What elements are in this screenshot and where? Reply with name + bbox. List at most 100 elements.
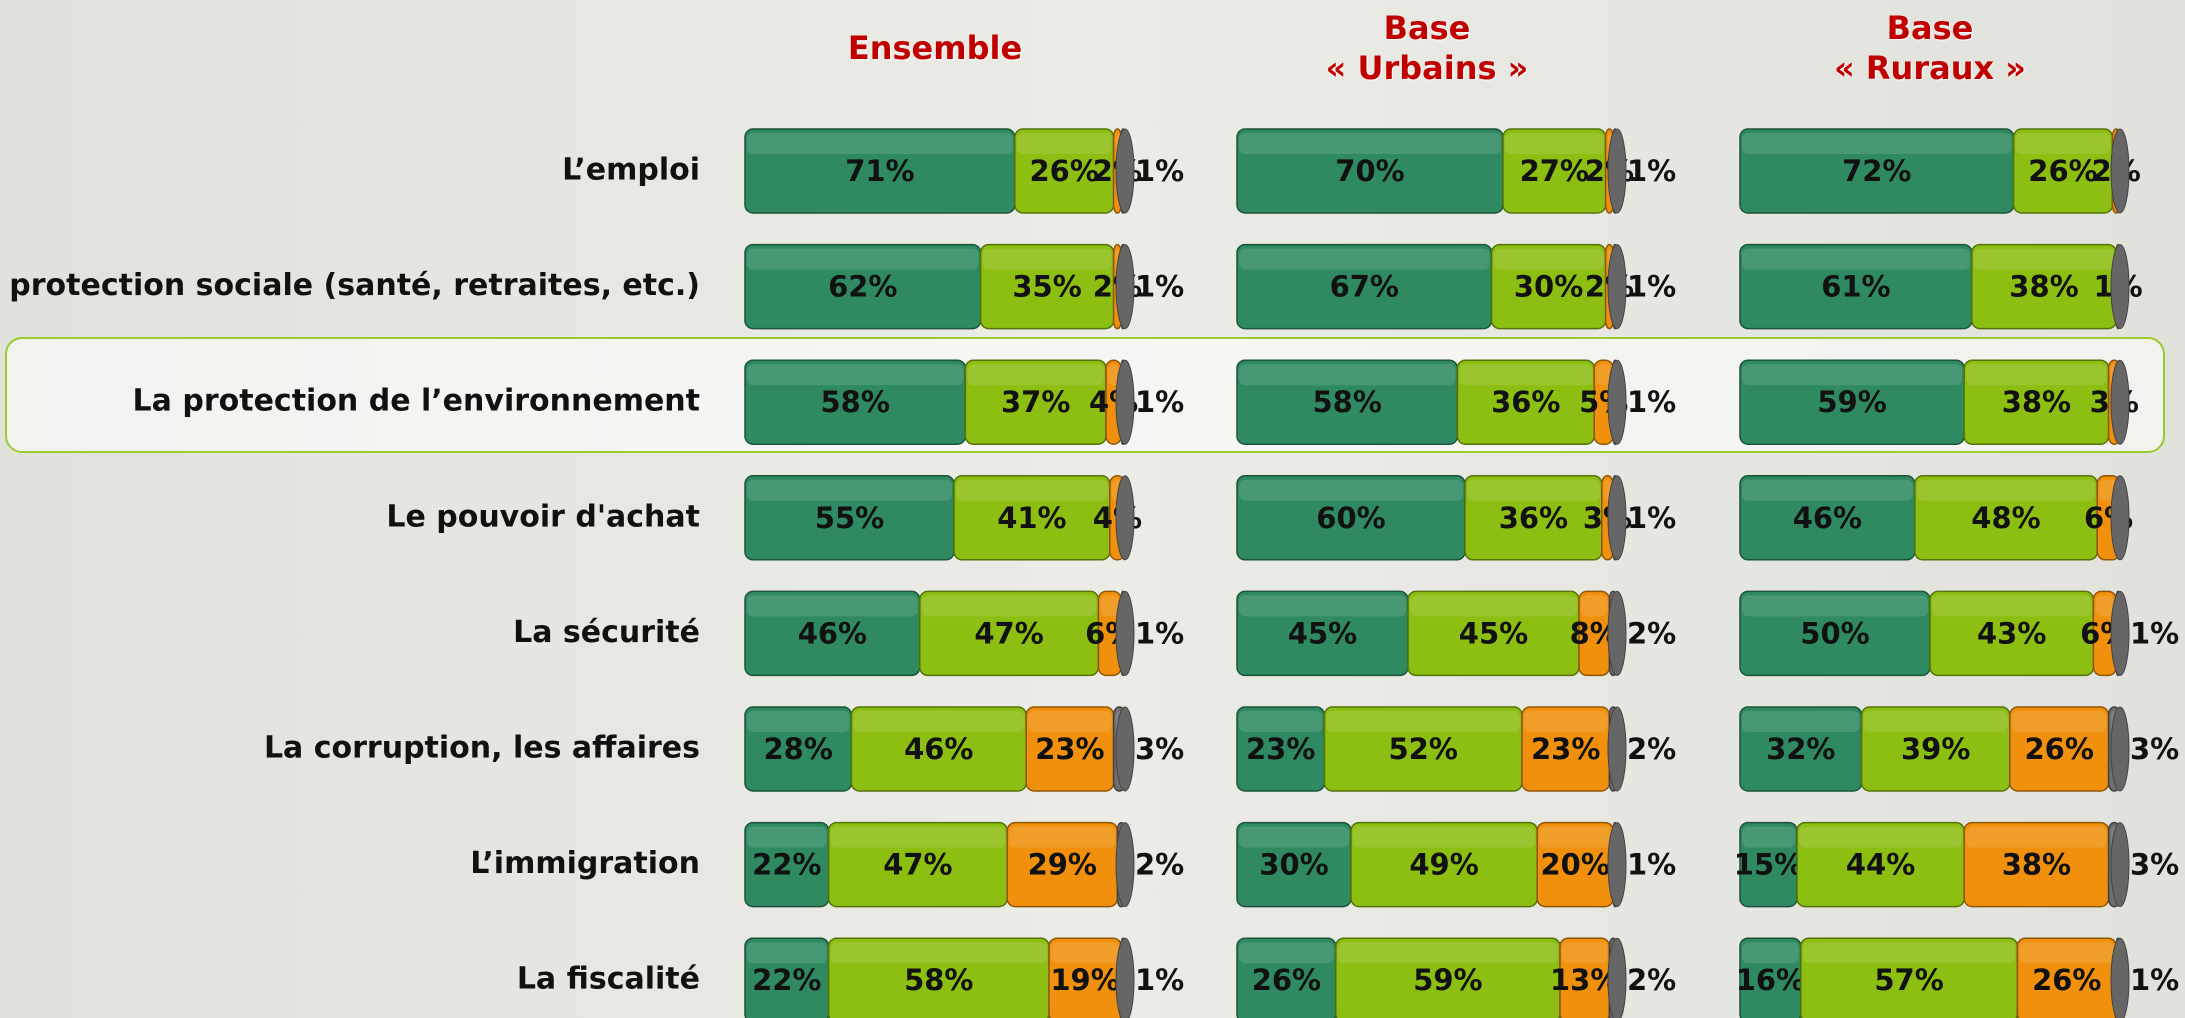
value-label: 3% [2130,732,2179,766]
value-label: 39% [1901,732,1970,766]
bar-cap [2110,475,2130,561]
bar-cap [1607,706,1627,792]
bar-cap [1607,359,1627,445]
value-label: 36% [1499,501,1568,535]
bar-shine [956,479,1108,501]
bar-cap [1115,937,1135,1018]
bar-shine [747,248,979,270]
bar-shine [1581,595,1608,617]
value-label: 45% [1459,616,1528,650]
bar-cap [1115,359,1135,445]
value-label: 26% [2024,732,2093,766]
value-label: 58% [820,385,889,419]
value-label: 1% [1135,385,1184,419]
bar-cap [2110,244,2130,330]
bar-shine [830,942,1047,964]
bar-cap [1115,822,1135,908]
bar-cap [1607,475,1627,561]
bar-shine [1239,248,1490,270]
bar-shine [1467,479,1600,501]
value-label: 1% [1627,501,1676,535]
bar-cap [1115,244,1135,330]
value-label: 59% [1413,963,1482,997]
bar-cap [2110,359,2130,445]
bar-shine [747,133,1013,154]
category-label: Le pouvoir d'achat [386,499,700,534]
value-label: 26% [2028,154,2097,188]
value-label: 38% [2002,848,2071,882]
bar-shine [1802,942,2016,964]
bar-cap [1607,822,1627,908]
bar-shine [1799,826,1963,848]
bar-cap [2110,706,2130,792]
bar-shine [1742,364,1963,386]
bar-cap [1115,706,1135,792]
value-label: 38% [2009,270,2078,304]
bar-shine [1742,479,1913,501]
value-label: 22% [752,848,821,882]
bar-shine [1916,479,2096,501]
value-label: 1% [1627,385,1676,419]
panel-title: Base « Urbains » [1325,9,1529,87]
value-label: 35% [1012,270,1081,304]
category-label: La protection sociale (santé, retraites,… [0,268,700,303]
value-label: 16% [1736,963,1805,997]
bar-shine [1966,826,2107,848]
value-label: 52% [1388,732,1457,766]
value-label: 26% [1252,963,1321,997]
bar-cap [2110,128,2130,214]
bar-shine [1239,942,1334,964]
bar-shine [1239,479,1463,501]
value-label: 1% [1627,270,1676,304]
bar-shine [747,942,827,964]
bar-cap [1607,937,1627,1018]
value-label: 3% [1135,732,1184,766]
value-label: 32% [1766,732,1835,766]
bar-shine [1742,942,1799,964]
bar-shine [1337,942,1558,964]
bar-shine [1596,364,1612,386]
bar-shine [1493,248,1604,270]
value-label: 28% [763,732,832,766]
value-label: 1% [1627,154,1676,188]
bar-shine [1524,711,1608,732]
bar-shine [1028,711,1112,732]
bar-shine [1239,711,1323,732]
bar-shine [747,595,918,617]
bar-shine [1742,248,1970,270]
value-label: 26% [1029,154,1098,188]
value-label: 61% [1821,270,1890,304]
category-label: La protection de l’environnement [133,384,700,419]
category-label: La fiscalité [517,962,700,997]
value-label: 1% [2130,616,2179,650]
bar-shine [1539,826,1612,848]
value-label: 48% [1971,501,2040,535]
value-label: 2% [1135,848,1184,882]
value-label: 45% [1288,616,1357,650]
bar-shine [1742,133,2012,154]
value-label: 43% [1977,616,2046,650]
bar-shine [1239,364,1456,386]
category-label: L’emploi [562,153,700,188]
bar-shine [747,711,850,732]
bar-shine [1353,826,1536,848]
value-label: 27% [1520,154,1589,188]
bar-shine [747,826,827,848]
bar-shine [853,711,1025,732]
value-label: 46% [798,616,867,650]
value-label: 1% [1627,848,1676,882]
value-label: 71% [845,154,914,188]
bar-shine [1505,133,1604,154]
bar-shine [1016,133,1112,154]
bar-shine [1009,826,1116,848]
value-label: 62% [828,270,897,304]
value-label: 38% [2002,385,2071,419]
value-label: 46% [1793,501,1862,535]
value-label: 23% [1246,732,1315,766]
bar-shine [1973,248,2115,270]
bar-cap [1115,475,1135,561]
value-label: 22% [752,963,821,997]
value-label: 41% [997,501,1066,535]
